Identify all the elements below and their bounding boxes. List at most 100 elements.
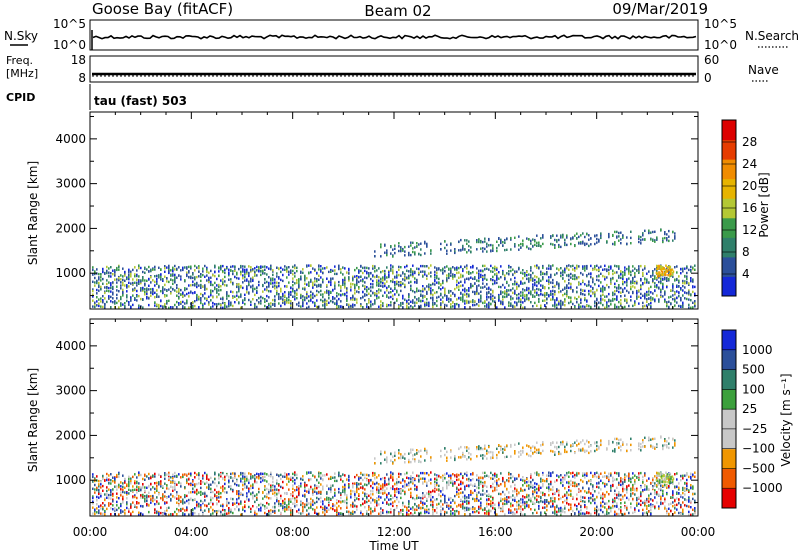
radar-cell: [470, 266, 472, 269]
radar-cell: [618, 290, 620, 294]
radar-cell: [486, 293, 488, 296]
radar-cell: [594, 242, 596, 246]
radar-cell: [356, 488, 358, 492]
radar-cell: [142, 288, 144, 291]
radar-cell: [478, 304, 480, 307]
radar-cell: [282, 301, 284, 304]
radar-cell: [212, 302, 214, 305]
radar-cell: [206, 486, 208, 489]
radar-cell: [398, 245, 400, 248]
radar-cell: [318, 265, 320, 268]
radar-cell: [668, 271, 670, 274]
radar-cell: [548, 267, 550, 270]
radar-cell: [304, 493, 306, 497]
radar-cell: [154, 475, 156, 478]
radar-cell: [594, 292, 596, 295]
radar-cell: [284, 509, 286, 513]
radar-cell: [304, 286, 306, 290]
radar-cell: [186, 494, 188, 498]
freq-right-tick-top: 60: [704, 53, 719, 67]
radar-cell: [440, 302, 442, 305]
radar-cell: [220, 306, 222, 309]
radar-cell: [490, 293, 492, 296]
radar-cell: [364, 281, 366, 284]
radar-cell: [326, 284, 328, 287]
radar-cell: [206, 505, 208, 509]
radar-cell: [346, 504, 348, 507]
radar-cell: [424, 301, 426, 304]
radar-cell: [154, 301, 156, 304]
radar-cell: [292, 494, 294, 497]
radar-cell: [328, 294, 330, 297]
radar-cell: [202, 513, 204, 516]
radar-cell: [472, 299, 474, 302]
radar-cell: [272, 492, 274, 495]
radar-cell: [316, 293, 318, 297]
radar-cell: [244, 472, 246, 475]
radar-cell: [348, 484, 350, 487]
radar-cell: [686, 280, 688, 284]
radar-cell: [558, 302, 560, 305]
radar-cell: [258, 280, 260, 284]
radar-cell: [100, 297, 102, 300]
radar-cell: [228, 272, 230, 275]
radar-cell: [246, 291, 248, 294]
radar-cell: [236, 285, 238, 289]
radar-cell: [294, 473, 296, 477]
radar-cell: [310, 485, 312, 489]
radar-cell: [464, 302, 466, 305]
radar-cell: [310, 299, 312, 302]
radar-cell: [148, 265, 150, 269]
radar-cell: [524, 274, 526, 278]
radar-cell: [472, 266, 474, 269]
radar-cell: [346, 297, 348, 300]
radar-cell: [300, 503, 302, 507]
radar-cell: [176, 276, 178, 279]
radar-cell: [366, 288, 368, 292]
radar-cell: [152, 499, 154, 503]
radar-cell: [426, 290, 428, 294]
radar-cell: [256, 472, 258, 476]
radar-cell: [536, 304, 538, 307]
radar-cell: [268, 302, 270, 306]
radar-cell: [440, 298, 442, 301]
radar-cell: [510, 278, 512, 281]
radar-cell: [146, 268, 148, 271]
radar-cell: [558, 290, 560, 294]
radar-cell: [126, 503, 128, 506]
radar-cell: [354, 283, 356, 287]
radar-cell: [426, 285, 428, 288]
radar-cell: [298, 508, 300, 511]
radar-cell: [208, 278, 210, 281]
radar-cell: [130, 503, 132, 506]
radar-cell: [472, 300, 474, 304]
radar-cell: [468, 240, 470, 243]
radar-cell: [260, 506, 262, 509]
radar-cell: [526, 293, 528, 297]
radar-cell: [288, 291, 290, 294]
radar-cell: [276, 266, 278, 269]
radar-cell: [532, 283, 534, 286]
radar-cell: [304, 288, 306, 291]
radar-cell: [334, 265, 336, 268]
radar-cell: [344, 286, 346, 289]
radar-cell: [182, 291, 184, 294]
radar-cell: [530, 242, 532, 245]
radar-cell: [174, 485, 176, 488]
radar-cell: [384, 274, 386, 278]
radar-cell: [528, 277, 530, 280]
radar-cell: [622, 236, 624, 239]
radar-cell: [282, 268, 284, 271]
radar-cell: [340, 300, 342, 303]
radar-cell: [534, 275, 536, 278]
radar-cell: [334, 302, 336, 305]
radar-cell: [172, 287, 174, 291]
radar-cell: [646, 279, 648, 283]
radar-cell: [632, 304, 634, 308]
radar-cell: [192, 480, 194, 483]
radar-cell: [418, 243, 420, 246]
radar-cell: [232, 296, 234, 299]
radar-cell: [136, 281, 138, 284]
radar-cell: [220, 285, 222, 288]
radar-cell: [216, 284, 218, 287]
